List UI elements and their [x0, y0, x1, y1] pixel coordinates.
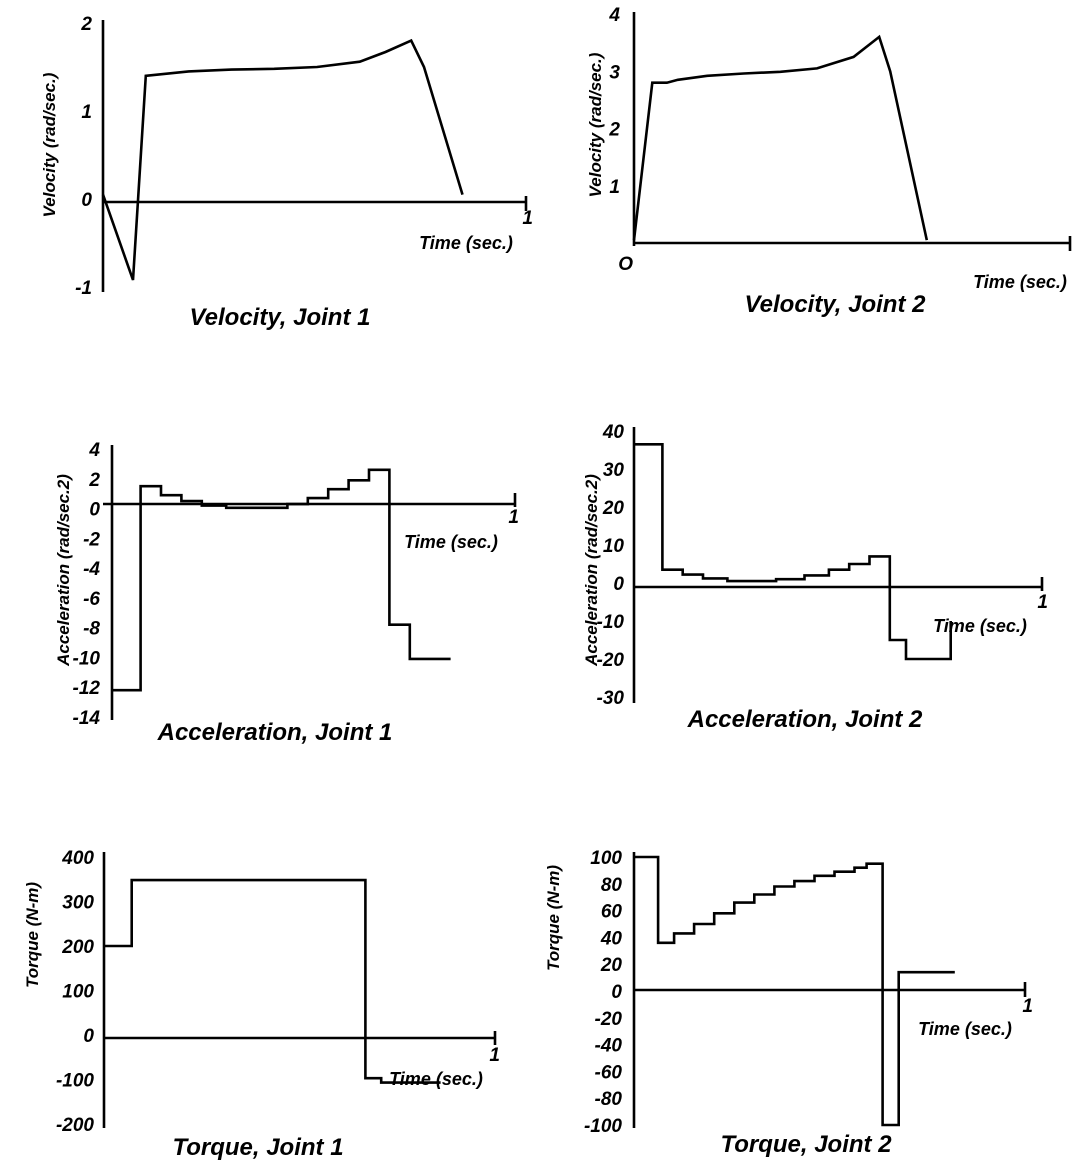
- y-tick-label: 20: [602, 498, 625, 519]
- x-axis-title: Time (sec.): [918, 1019, 1012, 1039]
- torque-joint-2-panel: Torque, Joint 2 100 80 60 40 20 0 -20 -40 -60 -80…: [544, 848, 1033, 1158]
- x-axis-title: Time (sec.): [933, 616, 1027, 636]
- y-tick-label: -12: [73, 678, 101, 699]
- y-tick-label: -30: [597, 688, 625, 709]
- y-axis-title: Velocity (rad/sec.): [586, 52, 605, 197]
- y-tick-label: 0: [81, 190, 92, 211]
- x-tick-label: 1: [522, 208, 533, 229]
- y-tick-label: 80: [601, 875, 623, 896]
- series-line: [632, 34, 929, 241]
- y-tick-label: 2: [88, 470, 100, 491]
- y-tick-label: 0: [613, 574, 624, 595]
- y-tick-label: -1: [75, 278, 92, 299]
- y-tick-label: 2: [80, 14, 92, 35]
- y-tick-label: 3: [609, 62, 620, 83]
- y-axis-title: Velocity (rad/sec.): [40, 72, 59, 217]
- y-tick-label: 4: [88, 440, 100, 461]
- y-tick-label: -100: [584, 1116, 622, 1137]
- y-tick-label: -10: [73, 648, 101, 669]
- acceleration-joint-2-panel: Acceleration, Joint 2 40 30 20 10 0 -10 -20 -30…: [582, 422, 1048, 733]
- y-axis-title: Torque (N-m): [23, 882, 42, 988]
- y-tick-label: -20: [597, 650, 625, 671]
- acceleration-joint-1-panel: Acceleration, Joint 1 4 2 0 -2 -4 -6 -8 -10 -12 -…: [54, 440, 519, 746]
- x-tick-label: 1: [1022, 996, 1033, 1017]
- series-line: [112, 468, 451, 692]
- x-axis-title: Time (sec.): [973, 272, 1067, 292]
- series-line: [104, 878, 441, 1084]
- y-tick-label: -80: [595, 1089, 623, 1110]
- y-axis-title: Acceleration (rad/sec.2): [582, 474, 601, 667]
- y-tick-label: -14: [73, 708, 101, 729]
- y-tick-label: 30: [603, 460, 625, 481]
- y-tick-label: 300: [62, 893, 94, 914]
- series-line: [634, 443, 952, 661]
- y-tick-label: -4: [83, 559, 100, 580]
- y-tick-label: -10: [597, 612, 625, 633]
- chart-title: Acceleration, Joint 2: [687, 706, 923, 733]
- y-tick-label: 1: [81, 102, 92, 123]
- y-tick-label: 0: [89, 500, 100, 521]
- series-line: [634, 855, 955, 1127]
- chart-title: Torque, Joint 2: [720, 1131, 892, 1158]
- y-tick-label: -100: [56, 1071, 94, 1092]
- y-tick-label: -6: [83, 589, 100, 610]
- x-tick-label: 1: [508, 507, 519, 528]
- y-tick-label: 40: [600, 928, 623, 949]
- y-tick-label: 2: [608, 120, 620, 141]
- y-tick-label: 100: [590, 848, 622, 869]
- chart-title: Velocity, Joint 2: [745, 291, 927, 318]
- y-axis-title: Acceleration (rad/sec.2): [54, 474, 73, 667]
- y-tick-label: 0: [611, 982, 622, 1003]
- x-tick-label: 1: [1037, 592, 1048, 613]
- y-tick-label: 200: [61, 937, 94, 958]
- y-tick-label: 100: [62, 982, 94, 1003]
- y-tick-label: 40: [602, 422, 625, 443]
- y-tick-label: -200: [56, 1115, 94, 1136]
- chart-title: Acceleration, Joint 1: [157, 719, 393, 746]
- x-axis-title: Time (sec.): [404, 532, 498, 552]
- y-tick-label: 4: [608, 5, 620, 26]
- y-tick-label: 10: [603, 536, 625, 557]
- y-tick-label: O: [618, 254, 633, 275]
- x-axis-title: Time (sec.): [389, 1069, 483, 1089]
- y-tick-label: -8: [83, 619, 100, 640]
- y-tick-label: 0: [83, 1026, 94, 1047]
- y-tick-label: -20: [595, 1009, 623, 1030]
- y-tick-label: 1: [609, 177, 620, 198]
- series-line: [101, 38, 464, 281]
- x-tick-label: 1: [489, 1045, 500, 1066]
- y-tick-label: 20: [600, 955, 623, 976]
- velocity-joint-1-panel: Velocity, Joint 1 2 1 0 -1 1 Time (sec.) Veloc…: [40, 14, 533, 331]
- y-tick-label: -2: [83, 529, 100, 550]
- y-tick-label: -60: [595, 1062, 623, 1083]
- y-tick-label: -40: [595, 1036, 623, 1057]
- velocity-joint-2-panel: Velocity, Joint 2 4321O1Time (sec.)Veloc…: [586, 5, 1072, 318]
- y-axis-title: Torque (N-m): [544, 865, 563, 971]
- chart-title: Torque, Joint 1: [172, 1134, 343, 1161]
- torque-joint-1-panel: Torque, Joint 1 400 300 200 100 0 -100 -200 1 Ti…: [23, 848, 500, 1161]
- x-axis-title: Time (sec.): [419, 233, 513, 253]
- y-tick-label: 400: [61, 848, 94, 869]
- chart-title: Velocity, Joint 1: [190, 304, 371, 331]
- y-tick-label: 60: [601, 902, 623, 923]
